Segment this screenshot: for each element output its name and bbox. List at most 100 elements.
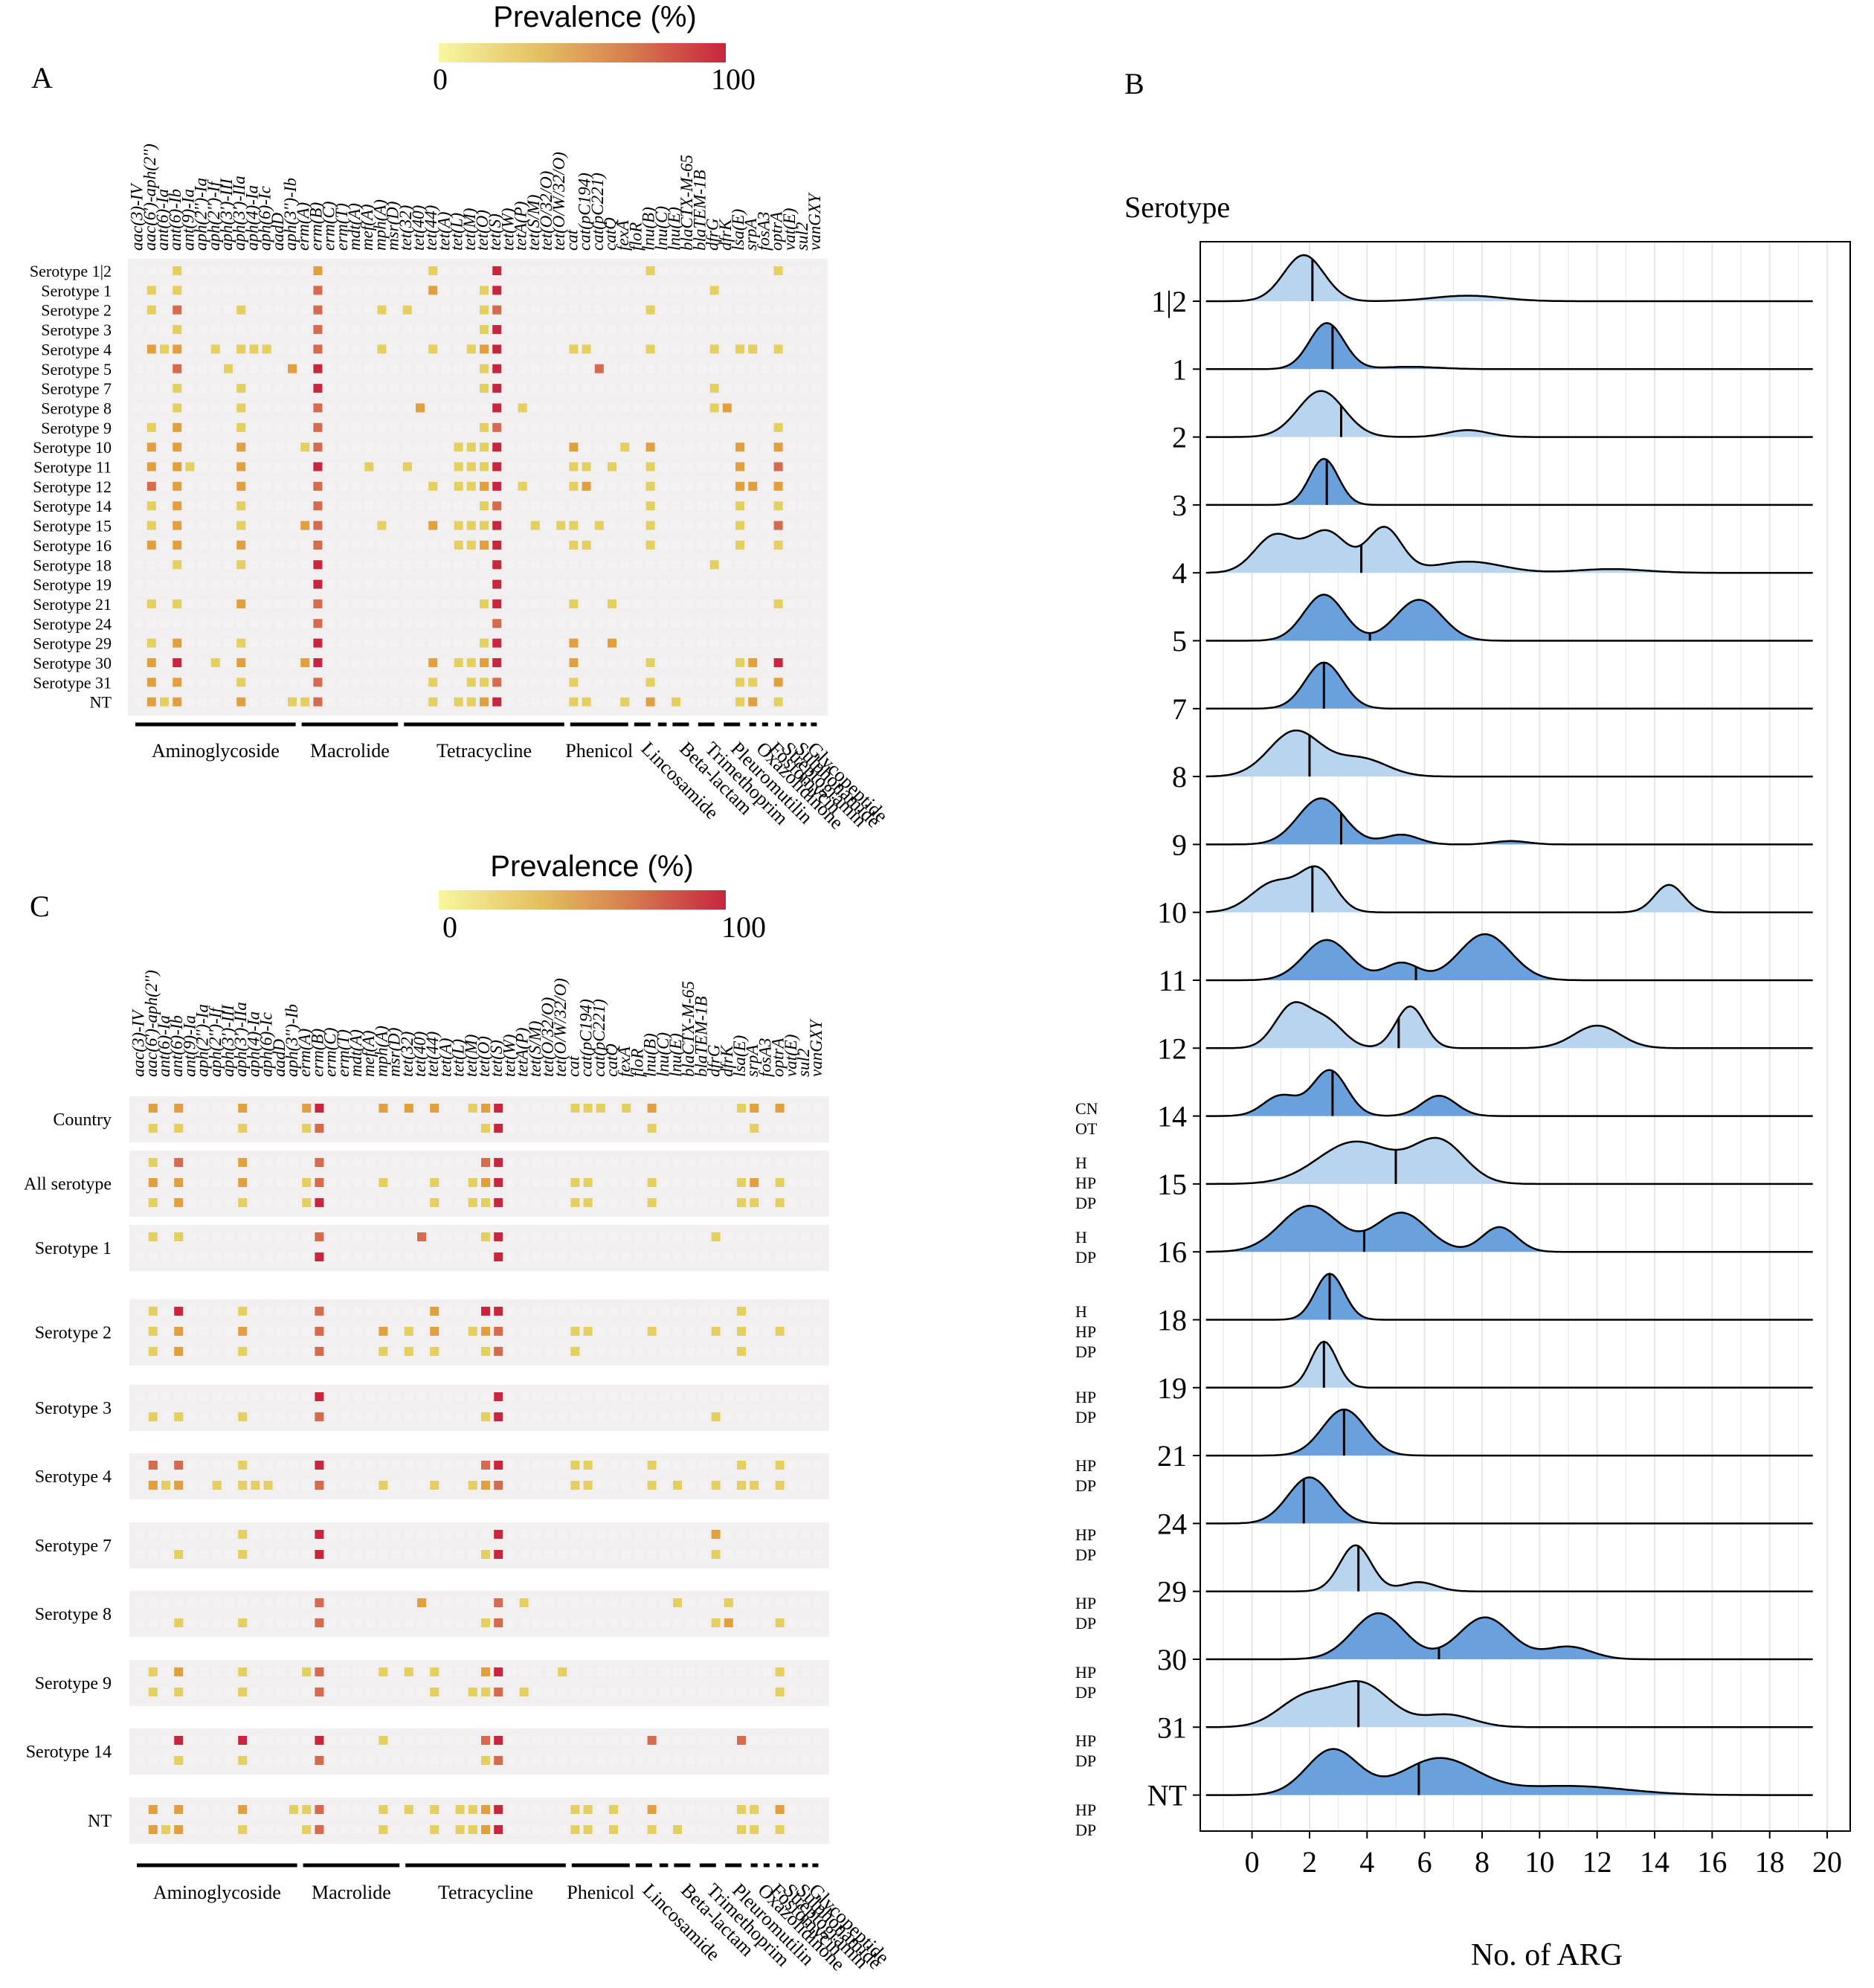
- heatmap-c-cell: [276, 1307, 286, 1316]
- heatmap-c-cell: [660, 1688, 669, 1696]
- heatmap-a-cell: [684, 305, 694, 315]
- heatmap-a-cell: [786, 481, 796, 491]
- heatmap-a-cell: [672, 697, 680, 707]
- heatmap-a-cell: [556, 697, 566, 707]
- heatmap-c-cell: [379, 1178, 388, 1187]
- heatmap-c-cell: [686, 1550, 695, 1559]
- heatmap-a-cell: [672, 344, 680, 354]
- heatmap-c-cell: [622, 1104, 631, 1113]
- y-tick-label: 3: [1172, 489, 1187, 522]
- heatmap-c-cell: [442, 1481, 452, 1490]
- heatmap-a-cell: [735, 579, 744, 589]
- heatmap-c-cell: [404, 1481, 413, 1490]
- heatmap-c-background: [129, 1225, 829, 1271]
- heatmap-c-cell: [545, 1481, 554, 1490]
- heatmap-a-cell: [544, 501, 553, 511]
- heatmap-a-cell: [377, 403, 387, 413]
- heatmap-a-cell: [441, 266, 451, 275]
- heatmap-a-cell: [224, 344, 233, 354]
- heatmap-c-cell: [302, 1481, 312, 1490]
- heatmap-c-cell: [788, 1481, 797, 1490]
- heatmap-a-cell: [748, 501, 758, 511]
- heatmap-c-cell: [801, 1412, 810, 1421]
- heatmap-a-cell: [518, 403, 527, 413]
- gene-label: mdt(A): [347, 1029, 365, 1077]
- heatmap-a-cell: [812, 579, 822, 589]
- gene-label: mef(A): [359, 1030, 378, 1077]
- heatmap-a-cell: [544, 443, 553, 452]
- heatmap-c-cell: [698, 1104, 708, 1113]
- heatmap-a-cell: [402, 481, 412, 491]
- heatmap-a-cell: [134, 344, 144, 354]
- heatmap-a-cell: [620, 501, 630, 511]
- heatmap-c-cell: [570, 1392, 580, 1401]
- heatmap-a-cell: [364, 658, 374, 667]
- heatmap-a-cell: [812, 364, 822, 373]
- heatmap-a-cell: [544, 325, 553, 335]
- heatmap-c-cell: [506, 1104, 516, 1113]
- heatmap-c-cell: [442, 1307, 452, 1316]
- gene-label: blaTEM-1B: [690, 170, 709, 251]
- heatmap-a-cell: [684, 422, 694, 432]
- heatmap-a-cell: [402, 344, 412, 354]
- heatmap-c-cell: [545, 1252, 554, 1261]
- heatmap-c-cell: [391, 1347, 401, 1356]
- x-tick-label: 8: [1475, 1845, 1490, 1879]
- heatmap-a-cell: [799, 286, 808, 295]
- heatmap-c-cell: [455, 1530, 465, 1539]
- heatmap-c-cell: [801, 1736, 810, 1745]
- heatmap-c-cell: [673, 1124, 682, 1133]
- heatmap-a-cell: [249, 638, 259, 648]
- heatmap-c-cell: [212, 1124, 222, 1133]
- heatmap-c-cell: [379, 1598, 388, 1607]
- heatmap-a-cell: [697, 560, 706, 570]
- heatmap-a-cell: [428, 462, 438, 472]
- heatmap-c-cell: [481, 1598, 490, 1607]
- heatmap-c-cell: [686, 1124, 695, 1133]
- heatmap-a-cell: [224, 501, 233, 511]
- heatmap-c-cell: [737, 1327, 746, 1336]
- heatmap-c-cell: [238, 1461, 248, 1470]
- heatmap-a-cell: [326, 481, 335, 491]
- heatmap-c-cell: [276, 1825, 286, 1834]
- gene-label: aac(6')-aph(2''): [142, 970, 161, 1077]
- heatmap-c-cell: [481, 1688, 490, 1696]
- heatmap-c-cell: [558, 1347, 567, 1356]
- row-label: Serotype 2: [41, 301, 112, 320]
- heatmap-c-cell: [737, 1392, 746, 1401]
- heatmap-a-cell: [364, 286, 374, 295]
- heatmap-a-cell: [173, 658, 182, 667]
- heatmap-a-cell: [530, 579, 540, 589]
- heatmap-c-cell: [686, 1232, 695, 1241]
- heatmap-a-cell: [198, 501, 207, 511]
- heatmap-c-cell: [609, 1327, 618, 1336]
- heatmap-a-cell: [441, 462, 451, 472]
- heatmap-c-cell: [558, 1667, 567, 1676]
- heatmap-a-cell: [773, 325, 783, 335]
- heatmap-c-cell: [788, 1392, 797, 1401]
- heatmap-c-cell: [596, 1327, 605, 1336]
- heatmap-c-cell: [199, 1805, 209, 1814]
- heatmap-a-cell: [441, 599, 451, 608]
- heatmap-c-cell: [225, 1736, 234, 1745]
- heatmap-c-cell: [788, 1736, 797, 1745]
- heatmap-c-cell: [519, 1667, 529, 1676]
- heatmap-a-cell: [185, 325, 195, 335]
- heatmap-c-cell: [775, 1412, 785, 1421]
- heatmap-a-cell: [160, 364, 169, 373]
- heatmap-a-cell: [364, 599, 374, 608]
- heatmap-c-cell: [289, 1327, 298, 1336]
- heatmap-c-cell: [442, 1232, 452, 1241]
- heatmap-c-cell: [225, 1688, 234, 1696]
- heatmap-c-cell: [532, 1461, 541, 1470]
- heatmap-c-cell: [327, 1805, 337, 1814]
- heatmap-c-cell: [481, 1124, 490, 1133]
- heatmap-a-cell: [300, 364, 310, 373]
- heatmap-c-cell: [289, 1307, 298, 1316]
- heatmap-a-cell: [274, 422, 284, 432]
- heatmap-a-cell: [799, 540, 808, 550]
- heatmap-c-cell: [801, 1550, 810, 1559]
- heatmap-a-cell: [224, 325, 233, 335]
- heatmap-a-cell: [608, 521, 616, 530]
- heatmap-c-cell: [519, 1307, 529, 1316]
